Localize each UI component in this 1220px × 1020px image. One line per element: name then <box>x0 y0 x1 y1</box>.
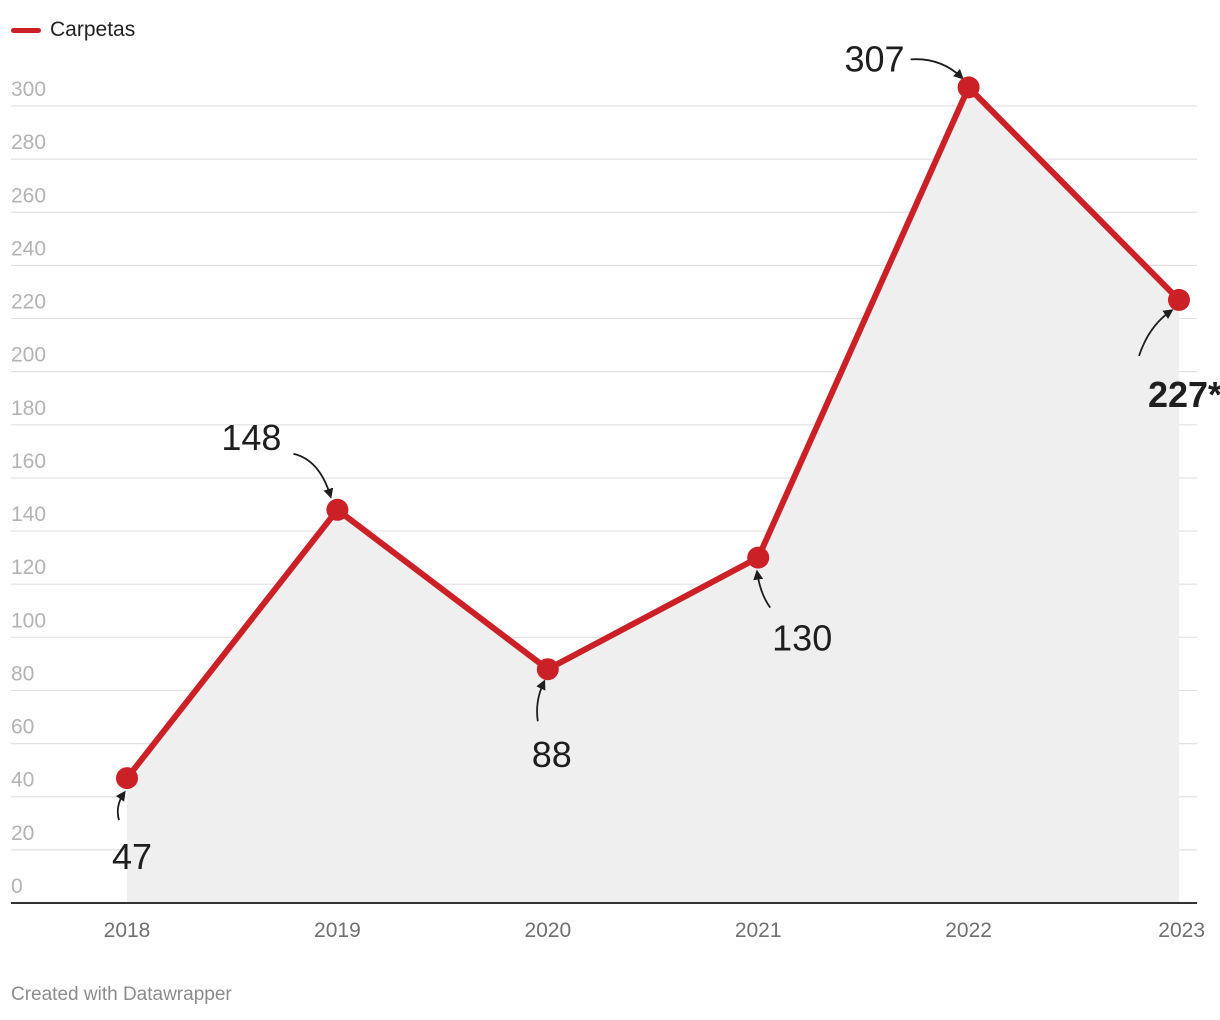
area-fill-carpetas <box>127 87 1179 904</box>
y-tick-label-240: 240 <box>11 237 46 260</box>
legend-label-carpetas: Carpetas <box>50 18 136 41</box>
y-tick-label-160: 160 <box>11 450 46 473</box>
x-tick-label-2021: 2021 <box>735 919 782 942</box>
y-tick-label-200: 200 <box>11 344 46 367</box>
data-label-2018: 47 <box>112 836 152 877</box>
x-tick-label-2018: 2018 <box>104 919 151 942</box>
y-tick-label-220: 220 <box>11 291 46 314</box>
y-tick-label-40: 40 <box>11 769 34 792</box>
data-label-2019: 148 <box>221 417 281 458</box>
series-line-carpetas <box>124 84 1182 782</box>
y-tick-label-260: 260 <box>11 184 46 207</box>
y-tick-label-100: 100 <box>11 609 46 632</box>
data-point-2022 <box>957 76 980 99</box>
line-chart: 0 20 40 60 80 100 120 140 160 180 200 220 240 260 280 3… <box>11 38 1220 942</box>
data-point-2018 <box>116 767 138 790</box>
x-tick-label-2020: 2020 <box>524 919 571 942</box>
y-tick-label-140: 140 <box>11 503 46 526</box>
annotation-arrow-2019 <box>293 452 334 499</box>
y-tick-label-180: 180 <box>11 397 46 420</box>
data-point-2019 <box>326 498 349 521</box>
legend: Carpetas <box>11 18 135 42</box>
x-tick-label-2019: 2019 <box>314 919 361 942</box>
annotation-arrow-2022 <box>910 58 964 80</box>
annotation-arrow-2023 <box>1138 309 1174 357</box>
annotation-arrow-2020 <box>536 679 546 722</box>
y-tick-label-280: 280 <box>11 131 46 154</box>
data-point-2021 <box>747 546 770 569</box>
data-label-2022: 307 <box>845 38 905 79</box>
data-point-2023 <box>1168 288 1190 311</box>
data-label-2021: 130 <box>772 618 832 659</box>
x-tick-label-2022: 2022 <box>945 919 992 942</box>
y-tick-label-60: 60 <box>11 716 34 739</box>
data-label-2023: 227* <box>1148 374 1220 415</box>
y-tick-label-0: 0 <box>11 875 23 898</box>
y-tick-label-300: 300 <box>11 78 46 101</box>
data-label-2020: 88 <box>532 734 572 775</box>
y-tick-label-80: 80 <box>11 662 34 685</box>
credit-text: Created with Datawrapper <box>11 984 232 1005</box>
legend-swatch <box>11 27 41 33</box>
y-tick-label-20: 20 <box>11 822 34 845</box>
annotation-arrow-2018 <box>115 790 126 821</box>
y-tick-label-120: 120 <box>11 556 46 579</box>
x-tick-label-2023: 2023 <box>1158 919 1205 942</box>
annotation-arrow-2021 <box>753 569 771 609</box>
data-point-2020 <box>536 658 559 681</box>
